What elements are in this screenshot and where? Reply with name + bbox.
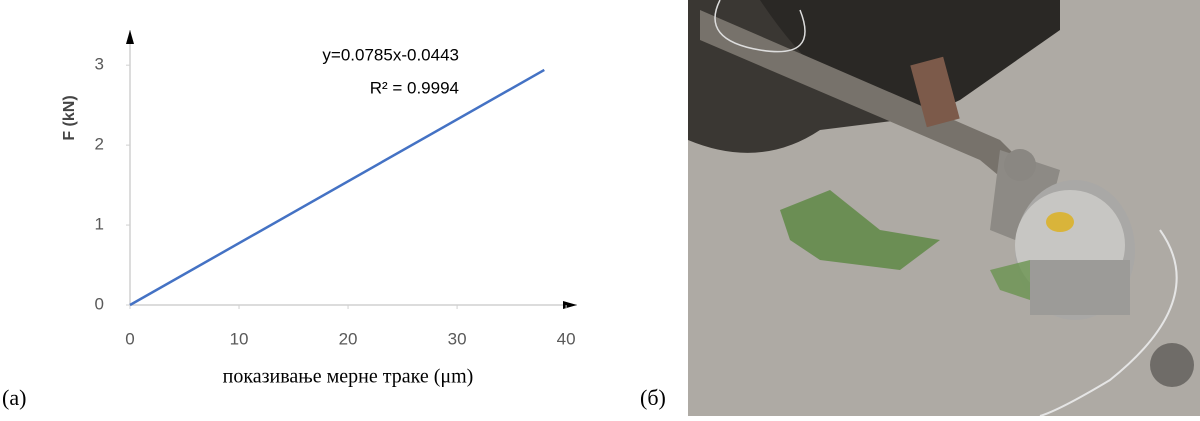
x-tick-label: 40 <box>557 329 576 348</box>
y-tick-label: 1 <box>95 215 104 234</box>
y-axis-label: F (kN) <box>61 95 78 140</box>
x-tick-label: 20 <box>339 329 358 348</box>
y-axis-arrow <box>126 30 134 44</box>
y-tick-label: 2 <box>95 135 104 154</box>
photo <box>688 0 1200 417</box>
r-squared: R² = 0.9994 <box>370 78 459 97</box>
y-tick-label: 0 <box>95 294 104 313</box>
x-axis-arrow <box>563 301 577 309</box>
panel-label: (a) <box>2 385 26 410</box>
trendline-equation: y=0.0785x-0.0443 <box>322 45 459 64</box>
x-axis-label: показивање мерне траке (μm) <box>223 366 474 388</box>
x-tick-label: 30 <box>448 329 467 348</box>
data-line <box>129 68 545 307</box>
y-tick-label: 3 <box>95 55 104 74</box>
panel-label: (б) <box>640 385 666 410</box>
x-tick-label: 0 <box>125 329 134 348</box>
x-tick-label: 10 <box>230 329 249 348</box>
